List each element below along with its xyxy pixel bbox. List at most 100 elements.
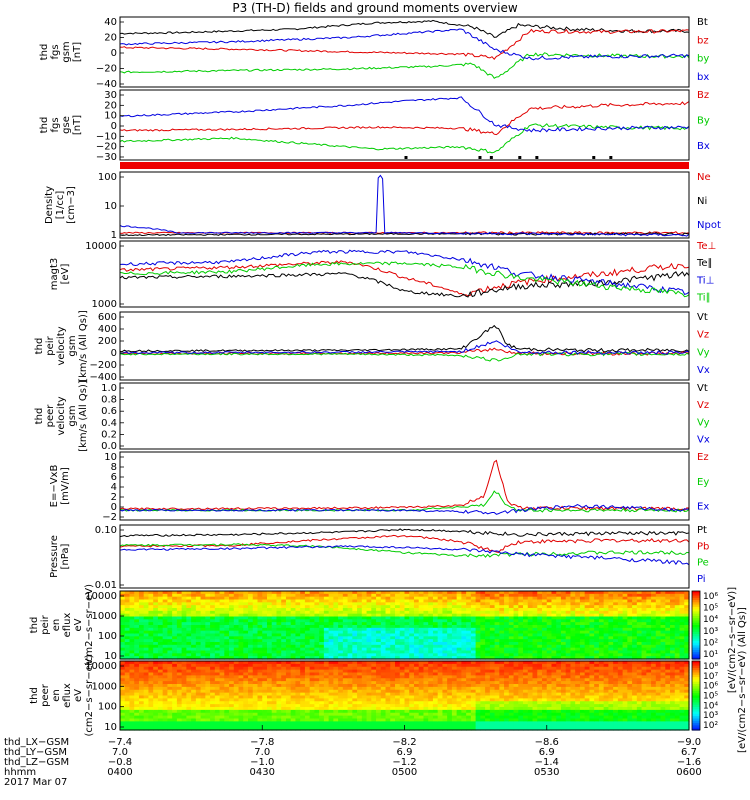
spectrogram-cell: [575, 602, 581, 606]
spectrogram-cell: [148, 724, 154, 728]
spectrogram-cell: [281, 675, 287, 679]
spectrogram-cell: [447, 633, 453, 637]
spectrogram-cell: [224, 630, 230, 635]
spectrogram-cell: [323, 672, 330, 676]
spectrogram-cell: [437, 661, 444, 665]
spectrogram-cell: [243, 681, 249, 685]
spectrogram-cell: [475, 724, 481, 728]
spectrogram-cell: [238, 704, 244, 708]
spectrogram-cell: [238, 599, 244, 603]
spectrogram-cell: [489, 642, 496, 646]
spectrogram-cell: [323, 644, 330, 649]
spectrogram-cell: [124, 647, 131, 652]
y-axis-label: [eV]: [60, 264, 71, 285]
spectrogram-cell: [646, 625, 652, 629]
spectrogram-cell: [504, 608, 510, 612]
spectrogram-cell: [489, 709, 496, 714]
spectrogram-cell: [542, 656, 548, 660]
spectrogram-cell: [357, 661, 363, 665]
spectrogram-cell: [290, 633, 297, 637]
spectrogram-cell: [167, 661, 173, 665]
spectrogram-cell: [229, 622, 235, 626]
spectrogram-cell: [157, 642, 164, 646]
spectrogram-cell: [352, 633, 358, 637]
spectrogram-cell: [537, 627, 543, 632]
spectrogram-cell: [594, 599, 600, 603]
spectrogram-cell: [295, 695, 301, 699]
spectrogram-cell: [200, 627, 206, 632]
spectrogram-cell: [200, 675, 206, 679]
spectrogram-cell: [309, 644, 316, 649]
spectrogram-cell: [423, 639, 429, 643]
spectrogram-cell: [646, 593, 652, 598]
spectrogram-cell: [205, 701, 211, 705]
spectrogram-cell: [466, 625, 472, 629]
spectrogram-cell: [295, 650, 301, 654]
spectrogram-cell: [499, 639, 505, 643]
spectrogram-cell: [214, 727, 221, 731]
spectrogram-cell: [176, 605, 183, 609]
spectrogram-cell: [556, 616, 562, 620]
spectrogram-cell: [257, 698, 263, 702]
spectrogram-cell: [271, 642, 278, 646]
spectrogram-cell: [229, 625, 235, 629]
spectrogram-cell: [138, 605, 145, 609]
spectrogram-cell: [461, 686, 467, 691]
spectrogram-cell: [233, 701, 240, 705]
spectrogram-cell: [143, 681, 150, 685]
spectrogram-cell: [380, 622, 387, 626]
spectrogram-cell: [129, 656, 135, 660]
spectrogram-cell: [342, 619, 349, 623]
spectrogram-cell: [413, 613, 420, 618]
spectrogram-cell: [428, 707, 434, 711]
spectrogram-cell: [347, 701, 353, 705]
spectrogram-cell: [200, 663, 206, 668]
spectrogram-cell: [157, 686, 164, 691]
spectrogram-cell: [504, 656, 510, 660]
spectrogram-cell: [176, 695, 183, 699]
spectrogram-cell: [357, 625, 363, 629]
spectrogram-cell: [186, 622, 192, 626]
spectrogram-cell: [172, 689, 178, 694]
spectrogram-cell: [655, 591, 662, 595]
spectrogram-cell: [556, 593, 562, 598]
spectrogram-cell: [262, 599, 268, 603]
spectrogram-cell: [200, 692, 206, 697]
spectrogram-cell: [262, 630, 268, 635]
spectrogram-cell: [309, 630, 316, 635]
spectrogram-cell: [195, 707, 202, 711]
spectrogram-cell: [504, 639, 510, 643]
spectrogram-cell: [551, 636, 557, 640]
spectrogram-cell: [475, 661, 481, 665]
spectrogram-cell: [399, 672, 406, 676]
spectrogram-cell: [243, 625, 249, 629]
spectrogram-cell: [143, 695, 150, 699]
spectrogram-cell: [143, 724, 150, 728]
spectrogram-cell: [233, 605, 240, 609]
spectrogram-cell: [143, 619, 150, 623]
spectrogram-cell: [210, 616, 216, 620]
spectrogram-cell: [252, 639, 259, 643]
spectrogram-cell: [129, 704, 135, 708]
spectrogram-cell: [418, 596, 425, 601]
spectrogram-cell: [323, 596, 330, 601]
spectrogram-cell: [670, 596, 676, 601]
spectrogram-cell: [380, 610, 387, 615]
spectrogram-cell: [176, 678, 183, 682]
colorbar-cell: [692, 597, 700, 601]
spectrogram-cell: [300, 616, 306, 620]
spectrogram-cell: [451, 608, 458, 612]
spectrogram-cell: [219, 675, 225, 679]
spectrogram-cell: [413, 724, 420, 728]
spectrogram-cell: [304, 663, 311, 668]
spectrogram-cell: [504, 602, 510, 606]
spectrogram-cell: [437, 666, 444, 671]
spectrogram-cell: [451, 625, 458, 629]
spectrogram-cell: [385, 695, 391, 699]
spectrogram-cell: [157, 689, 164, 694]
spectrogram-cell: [404, 666, 410, 671]
spectrogram-cell: [466, 630, 472, 635]
spectrogram-cell: [195, 672, 202, 676]
spectrogram-cell: [266, 678, 273, 682]
spectrogram-cell: [570, 613, 576, 618]
